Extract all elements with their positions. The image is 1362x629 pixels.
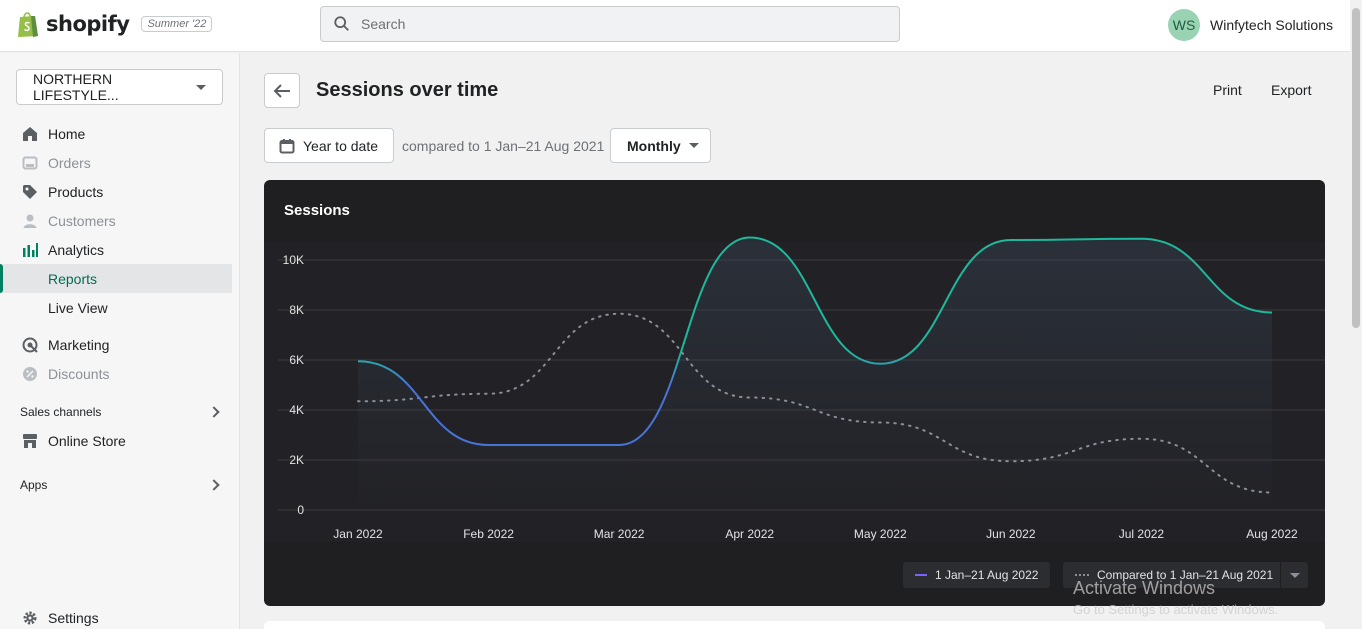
nav-customers-label: Customers: [48, 212, 116, 229]
scroll-thumb[interactable]: [1352, 8, 1360, 328]
date-range-label: Year to date: [303, 137, 378, 154]
apps-label: Apps: [20, 478, 48, 492]
nav-marketing[interactable]: Marketing: [0, 330, 240, 359]
search-icon: [334, 16, 349, 31]
sessions-chart: 0 2K 4K 6K 8K 10K Jan 2022 Feb 2022 Mar 2022 Apr …: [264, 236, 1325, 542]
nav-home[interactable]: Home: [0, 119, 240, 148]
store-icon: [22, 433, 38, 449]
edition-badge: Summer '22: [141, 16, 213, 32]
legend-current-label: 1 Jan–21 Aug 2022: [935, 568, 1039, 582]
export-button[interactable]: Export: [1271, 82, 1312, 98]
nav-online-store-label: Online Store: [48, 432, 126, 449]
caret-down-icon: [688, 143, 699, 148]
x-tick-label: Jan 2022: [333, 527, 383, 541]
y-tick-label: 8K: [289, 303, 304, 317]
chart-title: Sessions: [284, 202, 350, 219]
y-tick-label: 10K: [283, 253, 304, 267]
main-nav: Home Orders Products Customers Analytics…: [0, 119, 240, 629]
series-current-area: [358, 237, 1272, 510]
nav-online-store[interactable]: Online Store: [0, 426, 240, 455]
legend-line-swatch: [915, 574, 927, 576]
nav-settings-label: Settings: [48, 609, 99, 626]
nav-orders[interactable]: Orders: [0, 148, 240, 177]
nav-customers[interactable]: Customers: [0, 206, 240, 235]
y-tick-label: 4K: [289, 403, 304, 417]
nav-home-label: Home: [48, 125, 86, 142]
legend-dropdown[interactable]: [1280, 562, 1308, 588]
account-name: Winfytech Solutions: [1210, 17, 1333, 33]
y-tick-label: 0: [297, 503, 304, 517]
search-placeholder: Search: [361, 16, 406, 32]
nav-orders-label: Orders: [48, 154, 91, 171]
x-tick-label: Apr 2022: [725, 527, 774, 541]
x-tick-label: May 2022: [854, 527, 907, 541]
nav-discounts[interactable]: Discounts: [0, 359, 240, 388]
shopify-bag-icon: [18, 12, 38, 37]
nav-analytics[interactable]: Analytics: [0, 235, 240, 264]
windows-watermark-text: Go to Settings to activate Windows.: [1073, 602, 1279, 617]
page-scrollbar[interactable]: [1350, 0, 1362, 629]
apps-header[interactable]: Apps: [0, 471, 240, 499]
x-tick-label: Feb 2022: [463, 527, 514, 541]
nav-live-view-label: Live View: [48, 299, 108, 316]
home-icon: [22, 126, 38, 142]
search-input[interactable]: Search: [320, 6, 900, 42]
discount-icon: [22, 366, 38, 382]
tag-icon: [22, 184, 38, 200]
legend-comparison[interactable]: Compared to 1 Jan–21 Aug 2021: [1063, 562, 1286, 588]
shopify-logo[interactable]: shopify Summer '22: [16, 10, 213, 38]
bar-chart-icon: [22, 242, 38, 258]
sessions-chart-card: 0 2K 4K 6K 8K 10K Jan 2022 Feb 2022 Mar 2022 Apr …: [264, 180, 1325, 606]
x-tick-label: Mar 2022: [594, 527, 645, 541]
next-card: [264, 621, 1325, 629]
page-title: Sessions over time: [316, 79, 499, 101]
chevron-right-icon: [208, 479, 220, 491]
x-tick-label: Aug 2022: [1246, 527, 1298, 541]
series-comparison-line[interactable]: [357, 312, 1273, 494]
y-tick-label: 6K: [289, 353, 304, 367]
back-button[interactable]: [264, 73, 300, 108]
legend-dotted-swatch: [1075, 574, 1089, 576]
nav-analytics-label: Analytics: [48, 241, 105, 258]
legend-comparison-label: Compared to 1 Jan–21 Aug 2021: [1097, 568, 1274, 582]
x-tick-label: Jul 2022: [1119, 527, 1165, 541]
nav-reports[interactable]: Reports: [0, 264, 232, 293]
brand-name: shopify: [46, 12, 130, 36]
nav-settings[interactable]: Settings: [0, 603, 240, 629]
y-tick-label: 2K: [289, 453, 304, 467]
date-range-button[interactable]: Year to date: [264, 128, 394, 163]
store-name: NORTHERN LIFESTYLE...: [33, 71, 119, 103]
compare-text: compared to 1 Jan–21 Aug 2021: [402, 138, 605, 154]
arrow-left-icon: [273, 83, 290, 98]
chevron-right-icon: [208, 406, 220, 418]
granularity-select[interactable]: Monthly: [610, 128, 711, 163]
nav-discounts-label: Discounts: [48, 365, 110, 382]
legend-current[interactable]: 1 Jan–21 Aug 2022: [903, 562, 1051, 588]
account-menu[interactable]: WS Winfytech Solutions: [1168, 9, 1333, 41]
print-button[interactable]: Print: [1213, 82, 1242, 98]
gear-icon: [22, 610, 38, 626]
avatar: WS: [1168, 9, 1201, 41]
series-current-line[interactable]: [357, 236, 1273, 447]
granularity-label: Monthly: [627, 137, 681, 154]
nav-live-view[interactable]: Live View: [0, 293, 240, 322]
sales-channels-header[interactable]: Sales channels: [0, 398, 240, 426]
x-tick-label: Jun 2022: [986, 527, 1036, 541]
store-selector[interactable]: NORTHERN LIFESTYLE...: [16, 69, 223, 105]
target-icon: [22, 337, 38, 353]
person-icon: [22, 213, 38, 229]
caret-down-icon: [1289, 572, 1300, 578]
sales-channels-label: Sales channels: [20, 405, 102, 419]
sidebar: NORTHERN LIFESTYLE... Home Orders Produc…: [0, 53, 240, 629]
orders-icon: [22, 155, 38, 171]
calendar-icon: [279, 138, 295, 153]
nav-marketing-label: Marketing: [48, 336, 110, 353]
nav-products[interactable]: Products: [0, 177, 240, 206]
caret-down-icon: [196, 84, 206, 90]
nav-products-label: Products: [48, 183, 104, 200]
windows-watermark-title: Activate Windows: [1073, 578, 1216, 598]
nav-reports-label: Reports: [48, 270, 98, 287]
top-bar: shopify Summer '22 Search WS Winfytech S…: [0, 0, 1350, 52]
